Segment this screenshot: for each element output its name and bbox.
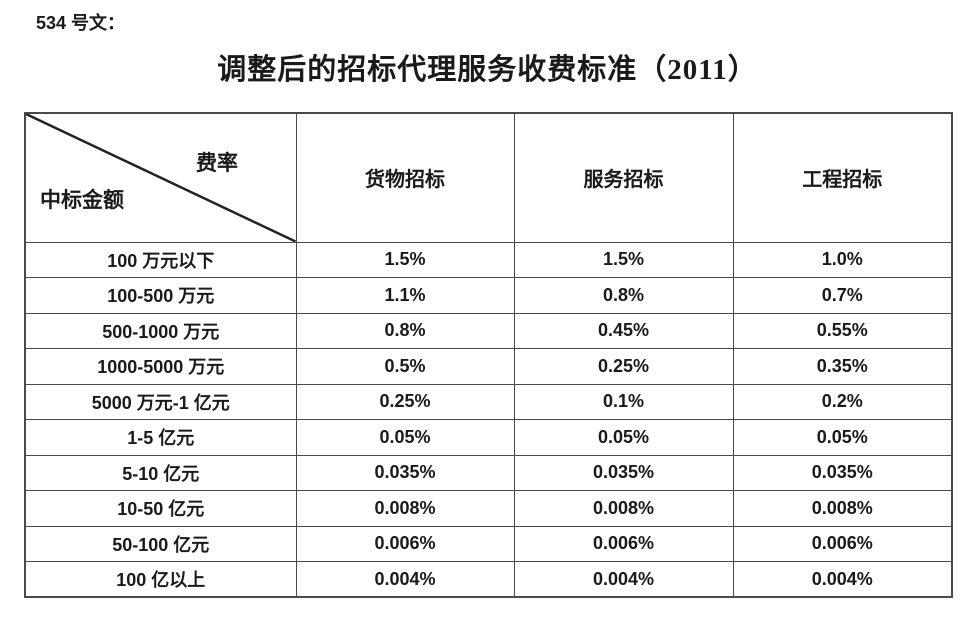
amount-range-cell: 50-100 亿元: [24, 525, 297, 562]
works-rate-cell: 0.55%: [732, 312, 953, 349]
works-rate-cell: 0.006%: [732, 525, 953, 562]
corner-header-cell: 费率 中标金额: [24, 112, 297, 243]
table-header: 费率 中标金额 货物招标 服务招标 工程招标: [24, 112, 953, 243]
table-row: 500-1000 万元 0.8% 0.45% 0.55%: [24, 312, 953, 349]
amount-range-cell: 5000 万元-1 亿元: [24, 383, 297, 420]
goods-rate-cell: 0.05%: [295, 419, 515, 456]
amount-range-cell: 100 万元以下: [24, 241, 297, 278]
amount-range-cell: 100 亿以上: [24, 561, 297, 598]
goods-rate-cell: 1.1%: [295, 277, 515, 314]
amount-range-cell: 1000-5000 万元: [24, 348, 297, 385]
services-rate-cell: 1.5%: [513, 241, 734, 278]
goods-rate-cell: 0.5%: [295, 348, 515, 385]
works-rate-cell: 0.7%: [732, 277, 953, 314]
services-rate-cell: 0.006%: [513, 525, 734, 562]
works-rate-cell: 0.2%: [732, 383, 953, 420]
services-rate-cell: 0.004%: [513, 561, 734, 598]
amount-range-cell: 100-500 万元: [24, 277, 297, 314]
works-rate-cell: 0.035%: [732, 454, 953, 491]
services-rate-cell: 0.45%: [513, 312, 734, 349]
services-rate-cell: 0.1%: [513, 383, 734, 420]
column-header-works-tender: 工程招标: [732, 112, 953, 243]
works-rate-cell: 0.008%: [732, 490, 953, 527]
column-header-services-tender: 服务招标: [513, 112, 734, 243]
table-row: 50-100 亿元 0.006% 0.006% 0.006%: [24, 525, 953, 562]
page-title: 调整后的招标代理服务收费标准（2011）: [217, 54, 758, 86]
goods-rate-cell: 0.006%: [295, 525, 515, 562]
table-row: 100 万元以下 1.5% 1.5% 1.0%: [24, 241, 953, 278]
table-body: 100 万元以下 1.5% 1.5% 1.0% 100-500 万元 1.1% …: [24, 241, 953, 598]
goods-rate-cell: 0.035%: [295, 454, 515, 491]
column-header-goods-tender: 货物招标: [295, 112, 515, 243]
works-rate-cell: 1.0%: [732, 241, 953, 278]
table-row: 5000 万元-1 亿元 0.25% 0.1% 0.2%: [24, 383, 953, 420]
table-row: 1-5 亿元 0.05% 0.05% 0.05%: [24, 419, 953, 456]
fee-table: 费率 中标金额 货物招标 服务招标 工程招标 100 万元以下 1.5% 1.5…: [24, 112, 953, 598]
services-rate-cell: 0.008%: [513, 490, 734, 527]
corner-label-bid-amount: 中标金额: [40, 187, 124, 212]
goods-rate-cell: 1.5%: [295, 241, 515, 278]
table-row: 100 亿以上 0.004% 0.004% 0.004%: [24, 561, 953, 598]
amount-range-cell: 5-10 亿元: [24, 454, 297, 491]
works-rate-cell: 0.35%: [732, 348, 953, 385]
works-rate-cell: 0.05%: [732, 419, 953, 456]
table-row: 100-500 万元 1.1% 0.8% 0.7%: [24, 277, 953, 314]
services-rate-cell: 0.8%: [513, 277, 734, 314]
corner-label-rate: 费率: [196, 151, 238, 175]
goods-rate-cell: 0.8%: [295, 312, 515, 349]
amount-range-cell: 500-1000 万元: [24, 312, 297, 349]
amount-range-cell: 10-50 亿元: [24, 490, 297, 527]
amount-range-cell: 1-5 亿元: [24, 419, 297, 456]
services-rate-cell: 0.035%: [513, 454, 734, 491]
goods-rate-cell: 0.004%: [295, 561, 515, 598]
table-row: 5-10 亿元 0.035% 0.035% 0.035%: [24, 454, 953, 491]
goods-rate-cell: 0.25%: [295, 383, 515, 420]
diagonal-divider-line: [26, 114, 296, 242]
doc-number-label: 534 号文：: [36, 13, 126, 33]
table-row: 1000-5000 万元 0.5% 0.25% 0.35%: [24, 348, 953, 385]
services-rate-cell: 0.25%: [513, 348, 734, 385]
goods-rate-cell: 0.008%: [295, 490, 515, 527]
works-rate-cell: 0.004%: [732, 561, 953, 598]
table-row: 10-50 亿元 0.008% 0.008% 0.008%: [24, 490, 953, 527]
services-rate-cell: 0.05%: [513, 419, 734, 456]
header-row: 费率 中标金额 货物招标 服务招标 工程招标: [24, 112, 953, 243]
